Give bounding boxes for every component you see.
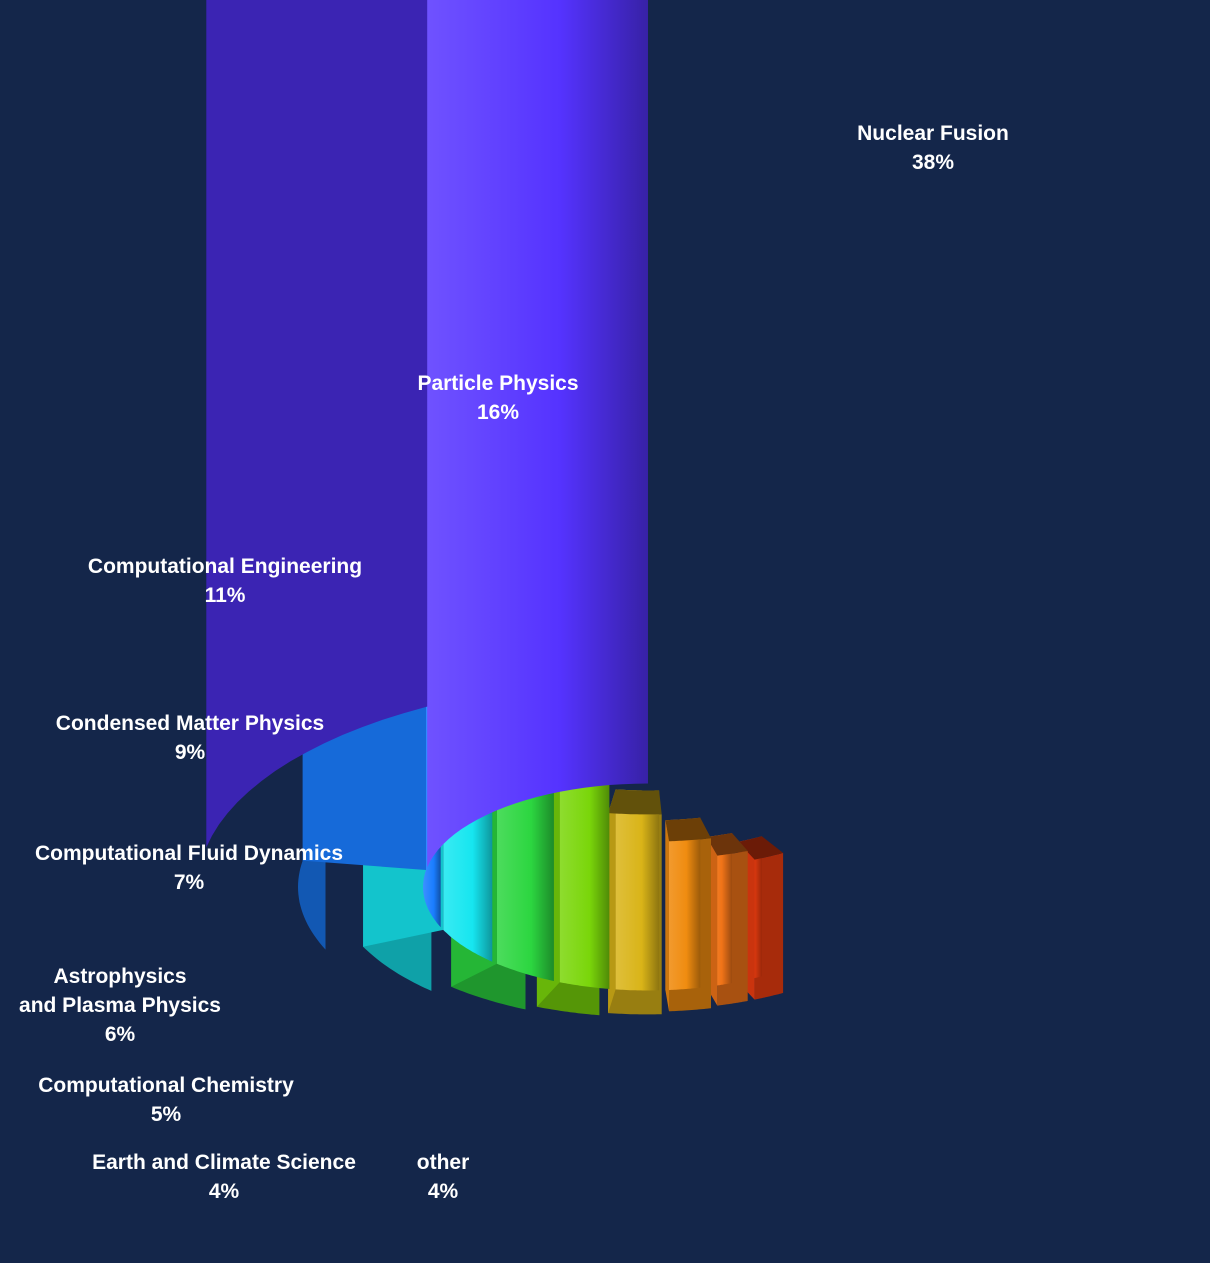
labels-group: Nuclear Fusion 38% Particle Physics 16% Comp… [19, 122, 1009, 1203]
label-name-nuclear-fusion: Nuclear Fusion [857, 122, 1009, 145]
label-astrophysics-and-plasma-physics: Astrophysics and Plasma Physics 6% [19, 965, 221, 1046]
label-value-earth-and-climate-science: 4% [209, 1180, 240, 1203]
label-nuclear-fusion: Nuclear Fusion 38% [857, 122, 1009, 174]
label-computational-chemistry: Computational Chemistry 5% [38, 1074, 294, 1126]
label-value-condensed-matter-physics: 9% [175, 741, 206, 764]
slice-inner-wall-computational-chemistry [665, 817, 701, 991]
slice-top-astrophysics-and-plasma-physics [608, 789, 662, 815]
slice-top-other [737, 836, 784, 860]
label-value-computational-chemistry: 5% [151, 1103, 182, 1126]
label-other: other 4% [417, 1151, 470, 1203]
slice-side-computational-chemistry [665, 820, 669, 1012]
slice-top-earth-and-climate-science [706, 833, 748, 856]
label-computational-fluid-dynamics: Computational Fluid Dynamics 7% [35, 842, 343, 894]
label-name-other: other [417, 1151, 470, 1174]
label-earth-and-climate-science: Earth and Climate Science 4% [92, 1151, 356, 1203]
label-value-particle-physics: 16% [477, 401, 519, 424]
label-name-condensed-matter-physics: Condensed Matter Physics [56, 712, 324, 735]
label-name-earth-and-climate-science: Earth and Climate Science [92, 1151, 356, 1174]
slice-inner-wall-computational-fluid-dynamics [559, 752, 610, 989]
label-name-computational-chemistry: Computational Chemistry [38, 1074, 294, 1097]
label-name-particle-physics: Particle Physics [417, 372, 578, 395]
slice-inner-wall-nuclear-fusion [427, 0, 648, 868]
slices-group [206, 0, 784, 1016]
label-name-computational-engineering: Computational Engineering [88, 555, 362, 578]
label-condensed-matter-physics: Condensed Matter Physics 9% [56, 712, 324, 764]
slice-side-astrophysics-and-plasma-physics [608, 789, 616, 1014]
label-value-computational-engineering: 11% [205, 584, 246, 607]
label-name-computational-fluid-dynamics: Computational Fluid Dynamics [35, 842, 343, 865]
label-value-nuclear-fusion: 38% [912, 151, 954, 174]
label-computational-engineering: Computational Engineering 11% [88, 555, 362, 607]
label-value-other: 4% [428, 1180, 459, 1203]
label-name-astrophysics-and-plasma-physics: Astrophysics [53, 965, 186, 988]
label-particle-physics: Particle Physics 16% [417, 372, 578, 424]
label-value-computational-fluid-dynamics: 7% [174, 871, 205, 894]
label-value-astrophysics-and-plasma-physics: 6% [105, 1023, 136, 1046]
slice-top-computational-chemistry [665, 817, 711, 842]
label-name-astrophysics-and-plasma-physics: and Plasma Physics [19, 994, 221, 1017]
slice-inner-wall-astrophysics-and-plasma-physics [615, 789, 660, 991]
